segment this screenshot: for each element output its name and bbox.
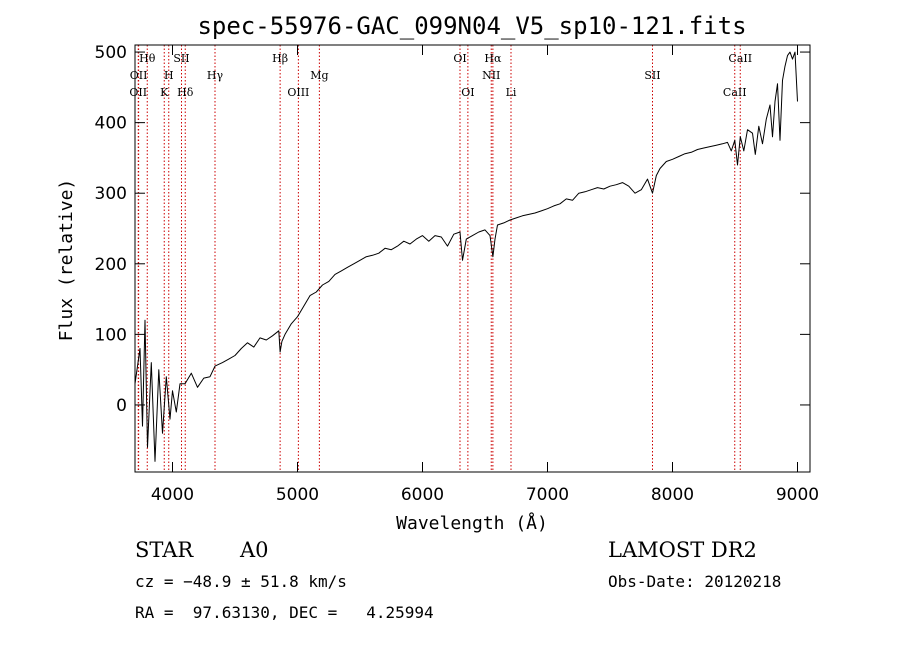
- spectrum-line-0: [134, 51, 798, 462]
- y-axis-label: Flux (relative): [56, 179, 77, 342]
- line-label-0: OII: [129, 86, 147, 99]
- line-label-4: H: [164, 69, 174, 82]
- spectrum-series: [134, 51, 798, 462]
- line-label-1: OII: [130, 69, 148, 82]
- line-label-6: Hδ: [177, 86, 194, 99]
- y-tick-label-1: 100: [95, 325, 127, 345]
- line-label-16: SII: [644, 69, 660, 82]
- line-label-8: Hβ: [272, 52, 288, 65]
- line-label-9: OIII: [287, 86, 309, 99]
- line-label-3: K: [160, 86, 169, 99]
- line-label-14: Hα: [484, 52, 502, 65]
- y-tick-label-5: 500: [95, 43, 127, 63]
- line-label-17: CaII: [723, 86, 747, 99]
- x-axis-ticks: 4000 5000 6000 7000 8000 9000: [151, 45, 819, 505]
- coordinates-readout: RA = 97.63130, DEC = 4.25994: [135, 603, 434, 622]
- line-label-18: CaII: [728, 52, 752, 65]
- chart-title: spec-55976-GAC_099N04_V5_sp10-121.fits: [197, 12, 746, 40]
- y-tick-label-0: 0: [116, 396, 127, 416]
- line-label-10: Mg: [310, 69, 328, 82]
- x-tick-label-3: 7000: [526, 485, 569, 505]
- x-tick-label-2: 6000: [401, 485, 444, 505]
- line-label-11: OI: [453, 52, 466, 65]
- spectral-line-markers: [137, 45, 741, 472]
- line-label-15: Li: [506, 86, 517, 99]
- y-axis-ticks: 0 100 200 300 400 500: [95, 43, 810, 416]
- y-tick-label-4: 400: [95, 114, 127, 134]
- obs-date: Obs-Date: 20120218: [608, 572, 782, 591]
- plot-frame: [134, 44, 811, 473]
- line-label-7: Hγ: [207, 69, 224, 82]
- line-label-5: SII: [173, 52, 189, 65]
- line-label-2: Hθ: [139, 52, 156, 65]
- object-class: STAR: [135, 538, 194, 562]
- object-subclass: A0: [240, 538, 269, 562]
- y-tick-label-2: 200: [95, 255, 127, 275]
- line-label-13: NII: [482, 69, 500, 82]
- velocity-readout: cz = −48.9 ± 51.8 km/s: [135, 572, 347, 591]
- survey-label: LAMOST DR2: [608, 538, 757, 562]
- x-tick-label-4: 8000: [651, 485, 694, 505]
- x-tick-label-0: 4000: [151, 485, 194, 505]
- x-tick-label-5: 9000: [776, 485, 819, 505]
- line-label-12: OI: [461, 86, 474, 99]
- y-tick-label-3: 300: [95, 184, 127, 204]
- x-tick-label-1: 5000: [276, 485, 319, 505]
- x-axis-label: Wavelength (Å): [396, 512, 548, 534]
